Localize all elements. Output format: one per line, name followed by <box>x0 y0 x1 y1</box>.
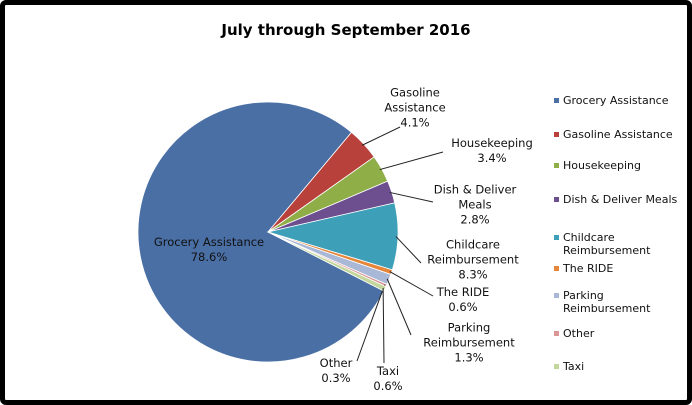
legend-label: Dish & Deliver Meals <box>563 193 678 206</box>
label-value: 0.3% <box>321 371 351 385</box>
legend-label: Grocery Assistance <box>563 94 669 107</box>
leader-line <box>356 284 386 362</box>
legend-label: Taxi <box>563 360 585 373</box>
leader-line <box>395 236 422 264</box>
legend-label: Parking Reimbursement <box>563 289 651 315</box>
leader-line <box>389 191 434 203</box>
label-value: 4.1% <box>400 115 430 130</box>
legend-item: Parking Reimbursement <box>554 289 658 315</box>
pie-area <box>137 101 444 364</box>
pie-slice <box>267 231 387 292</box>
legend-swatch <box>554 197 559 202</box>
chart-title: July through September 2016 <box>221 21 471 39</box>
legend-swatch <box>554 98 559 103</box>
label-value: 78.6% <box>190 250 228 264</box>
legend-swatch <box>554 163 559 168</box>
legend-item: The RIDE <box>554 262 687 275</box>
label-value: 8.3% <box>458 267 488 282</box>
leader-line <box>379 151 444 171</box>
label-value: 0.6% <box>373 379 403 393</box>
label-name: Taxi <box>376 364 400 378</box>
legend-item: Childcare Reimbursement <box>554 231 658 257</box>
legend-swatch <box>554 293 559 298</box>
leader-line <box>382 287 385 364</box>
legend-label: Other <box>563 327 595 340</box>
label-name: Other <box>319 356 353 370</box>
legend-label: Childcare Reimbursement <box>563 231 651 257</box>
legend-swatch <box>554 331 559 336</box>
data-label: Taxi 0.6% <box>363 364 413 394</box>
data-label: Grocery Assistance 78.6% <box>129 235 289 265</box>
legend-swatch <box>554 132 559 137</box>
leader-line <box>361 126 401 146</box>
legend-item: Housekeeping <box>554 159 687 172</box>
label-name: Grocery Assistance <box>153 235 265 249</box>
label-name: Parking Reimbursement <box>423 320 515 350</box>
legend-swatch <box>554 266 559 271</box>
label-value: 3.4% <box>477 151 507 165</box>
label-value: 0.6% <box>448 300 478 314</box>
label-name: Gasoline Assistance <box>384 85 446 115</box>
data-label: Childcare Reimbursement 8.3% <box>421 238 526 283</box>
legend-item: Dish & Deliver Meals <box>554 193 687 206</box>
legend-swatch <box>554 364 559 369</box>
leader-line <box>389 271 434 297</box>
label-value: 1.3% <box>454 350 484 365</box>
legend-swatch <box>554 235 559 240</box>
leader-line <box>386 278 412 336</box>
data-label: Housekeeping 3.4% <box>437 136 547 166</box>
data-label: Gasoline Assistance 4.1% <box>375 86 455 131</box>
label-name: Housekeeping <box>451 136 533 150</box>
data-label: Other 0.3% <box>306 356 366 386</box>
legend-item: Other <box>554 327 687 340</box>
data-label: Parking Reimbursement 1.3% <box>417 321 522 366</box>
label-name: The RIDE <box>436 285 490 299</box>
legend-label: Gasoline Assistance <box>563 128 673 141</box>
data-label: Dish & Deliver Meals 2.8% <box>420 183 530 228</box>
label-name: Childcare Reimbursement <box>427 237 519 267</box>
legend-item: Gasoline Assistance <box>554 128 687 141</box>
label-value: 2.8% <box>460 212 490 227</box>
legend-item: Grocery Assistance <box>554 94 687 107</box>
legend-label: The RIDE <box>563 262 614 275</box>
legend-item: Taxi <box>554 360 687 373</box>
data-label: The RIDE 0.6% <box>423 285 503 315</box>
label-name: Dish & Deliver Meals <box>433 182 517 212</box>
legend-label: Housekeeping <box>563 159 641 172</box>
